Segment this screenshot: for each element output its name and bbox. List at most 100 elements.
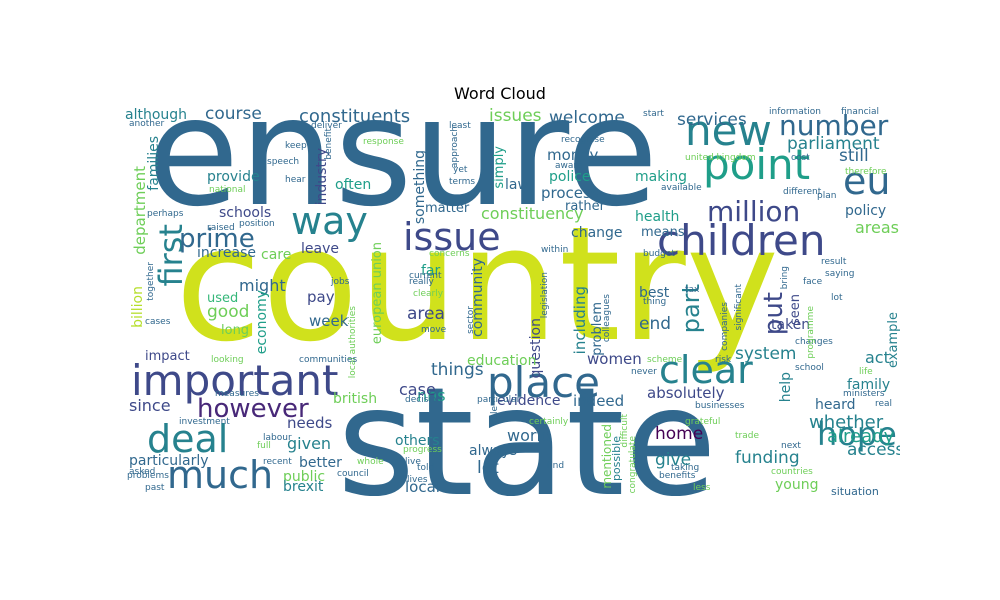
word-used: used	[207, 291, 239, 306]
word-available: available	[661, 183, 702, 193]
word-nhs: nhs	[417, 386, 446, 405]
word-another: another	[129, 119, 165, 129]
word-particular: particular	[477, 395, 521, 405]
word-education: education	[467, 353, 537, 369]
word-billion: billion	[130, 286, 146, 328]
word-long: long	[221, 323, 250, 338]
word-congratulate: congratulate	[628, 436, 638, 494]
word-leave: leave	[301, 241, 339, 257]
word-heard: heard	[815, 397, 856, 413]
word-measures: measures	[215, 389, 259, 399]
word-matter: matter	[425, 201, 470, 216]
word-past: past	[145, 483, 165, 493]
word-important: important	[131, 356, 339, 405]
word-taking: taking	[671, 463, 700, 473]
word-place: place	[487, 358, 600, 407]
word-economy: economy	[254, 290, 270, 355]
word-lot: lot	[831, 293, 843, 303]
word-week: week	[309, 312, 349, 330]
word-change: change	[571, 225, 623, 241]
word-bring: bring	[780, 266, 790, 290]
word-local-authorities: local authorities	[348, 306, 358, 379]
word-clearly: clearly	[413, 289, 444, 299]
word-trade: trade	[735, 431, 759, 441]
word-countries: countries	[771, 467, 813, 477]
word-public: public	[283, 469, 326, 485]
word-perhaps: perhaps	[147, 209, 184, 219]
word-way: way	[291, 199, 368, 243]
word-start: start	[643, 109, 664, 119]
word-point: point	[703, 140, 811, 189]
word-simply: simply	[492, 146, 507, 189]
word-sector: sector	[466, 306, 476, 334]
word-better: better	[299, 455, 342, 471]
word-british: british	[333, 391, 378, 407]
word-means: means	[641, 225, 685, 240]
word-recognise: recognise	[561, 135, 605, 145]
word-terms: terms	[449, 177, 476, 187]
word-saying: saying	[825, 269, 855, 279]
word-best: best	[639, 285, 670, 301]
word-approach: approach	[450, 126, 460, 169]
word-world: world	[507, 426, 552, 445]
word-programme: programme	[806, 306, 816, 359]
word-school: school	[795, 363, 824, 373]
word-ministers: ministers	[843, 389, 885, 399]
word-legislation: legislation	[540, 272, 550, 319]
word-raised: raised	[207, 223, 235, 233]
word-within: within	[541, 245, 569, 255]
word-seen: seen	[788, 294, 803, 326]
word-plan: plan	[817, 191, 837, 201]
word-often: often	[335, 177, 372, 193]
word-never: never	[631, 367, 657, 377]
word-however: however	[197, 394, 309, 424]
word-businesses: businesses	[695, 401, 745, 411]
word-local: local	[405, 478, 440, 496]
word-council: council	[337, 469, 369, 479]
word-women: women	[587, 350, 642, 368]
word-investment: investment	[179, 417, 230, 427]
word-evidence: evidence	[497, 393, 561, 409]
word-changes: changes	[795, 337, 833, 347]
word-cloud: ensure country state children important point…	[125, 106, 900, 496]
word-thing: thing	[643, 297, 667, 307]
word-constituency: constituency	[481, 204, 584, 223]
word-result: result	[821, 257, 847, 267]
word-course: course	[205, 106, 262, 124]
word-least: least	[449, 121, 471, 131]
word-cost: cost	[791, 153, 810, 163]
word-communities: communities	[299, 355, 358, 365]
word-increase: increase	[197, 245, 257, 261]
word-parliament: parliament	[787, 134, 880, 154]
word-problems: problems	[127, 471, 169, 481]
word-needs: needs	[287, 414, 333, 432]
word-looking: looking	[211, 355, 244, 365]
word-given: given	[287, 434, 332, 453]
word-question: question	[528, 318, 544, 379]
word-risk: risk	[715, 355, 732, 365]
word-services: services	[677, 110, 747, 130]
word-issue: issue	[403, 215, 501, 259]
word-system: system	[735, 344, 797, 364]
word-care: care	[261, 247, 292, 263]
word-lives: lives	[407, 475, 428, 485]
word-pay: pay	[307, 288, 335, 306]
word-therefore: therefore	[845, 167, 887, 177]
word-progress: progress	[403, 445, 442, 455]
word-area: area	[407, 304, 445, 324]
word-prime: prime	[179, 224, 255, 254]
word-example: example	[886, 312, 900, 368]
word-significant: significant	[734, 284, 744, 331]
word-face: face	[803, 277, 823, 287]
word-home: home	[655, 424, 704, 444]
word-whether: whether	[809, 412, 884, 433]
word-whole: whole	[357, 457, 384, 467]
word-far: far	[421, 263, 441, 279]
word-let: let	[477, 458, 499, 478]
word-asked: asked	[129, 467, 156, 477]
word-although: although	[125, 107, 188, 123]
word-help: help	[778, 372, 794, 403]
word-making: making	[635, 169, 687, 185]
word-jobs: jobs	[331, 277, 350, 287]
word-families: families	[146, 136, 162, 191]
